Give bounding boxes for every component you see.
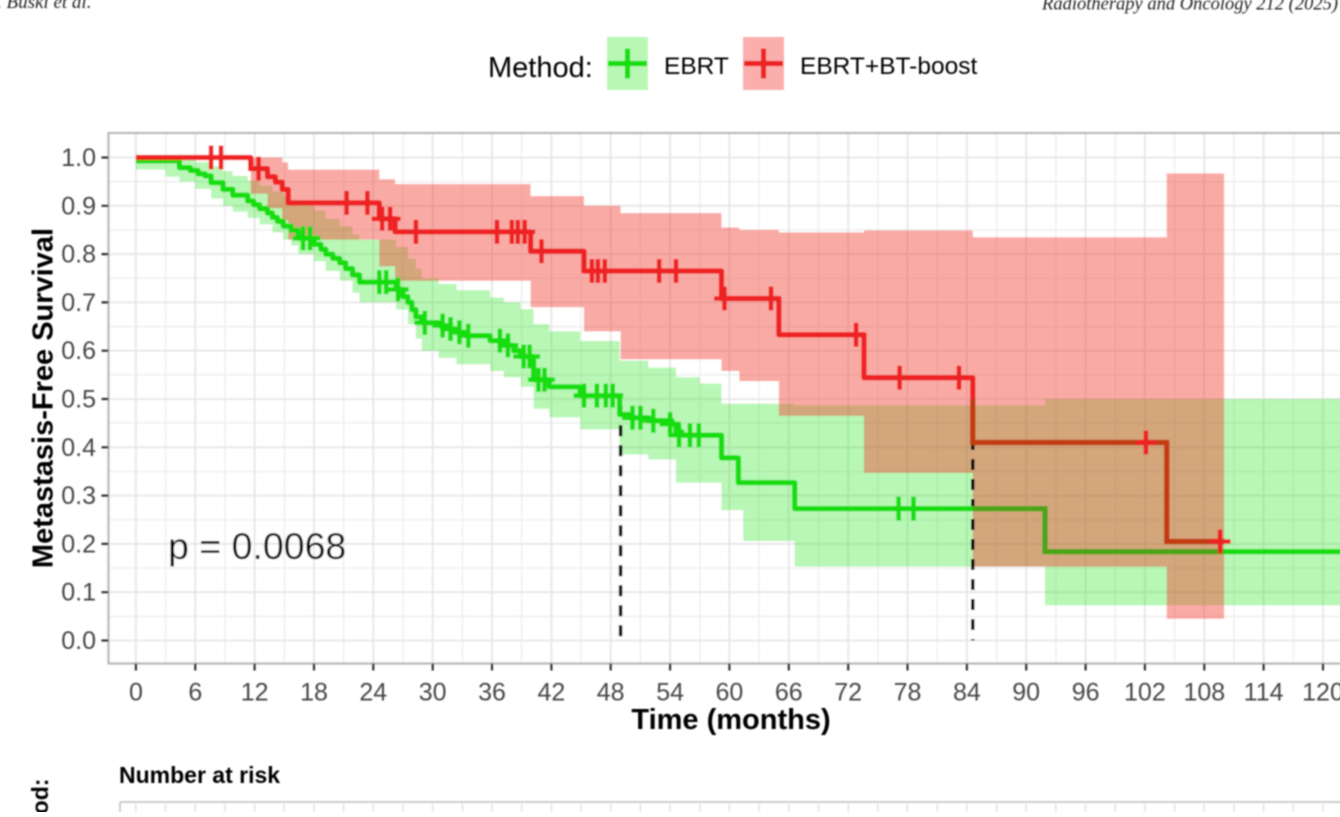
- svg-text:0.9: 0.9: [61, 192, 96, 220]
- svg-text:Time (months): Time (months): [631, 704, 830, 736]
- svg-text:EBRT+BT-boost: EBRT+BT-boost: [800, 53, 977, 80]
- svg-text:12: 12: [241, 679, 269, 707]
- svg-text:p = 0.0068: p = 0.0068: [168, 525, 346, 567]
- svg-text:108: 108: [1183, 679, 1225, 707]
- svg-text:0.3: 0.3: [61, 482, 96, 510]
- svg-text:66: 66: [775, 679, 803, 707]
- svg-text:0.2: 0.2: [61, 530, 96, 558]
- svg-text:96: 96: [1072, 679, 1100, 707]
- svg-text:0.8: 0.8: [61, 241, 96, 269]
- svg-text:Radiotherapy and Oncology 212: Radiotherapy and Oncology 212 (2025): [1041, 0, 1338, 15]
- svg-text:0.5: 0.5: [61, 386, 96, 414]
- svg-text:54: 54: [656, 679, 684, 707]
- svg-text:36: 36: [478, 679, 506, 707]
- svg-text:Method:: Method:: [488, 52, 593, 84]
- svg-text:. Buski et al.: . Buski et al.: [0, 0, 91, 13]
- svg-text:0.4: 0.4: [61, 434, 96, 462]
- svg-text:114: 114: [1244, 679, 1284, 707]
- svg-text:18: 18: [300, 679, 328, 707]
- svg-text:84: 84: [953, 679, 981, 707]
- svg-text:0.6: 0.6: [61, 337, 96, 365]
- svg-text:0.7: 0.7: [61, 289, 96, 317]
- svg-text:78: 78: [894, 679, 922, 707]
- svg-text:Method:: Method:: [27, 779, 53, 812]
- svg-text:30: 30: [419, 679, 447, 707]
- svg-text:90: 90: [1012, 679, 1040, 707]
- svg-text:24: 24: [359, 679, 387, 707]
- svg-text:72: 72: [834, 679, 862, 707]
- svg-text:42: 42: [537, 679, 565, 707]
- svg-text:0.1: 0.1: [61, 579, 96, 607]
- svg-text:0: 0: [129, 679, 143, 707]
- svg-text:1.0: 1.0: [61, 144, 96, 172]
- svg-text:120: 120: [1302, 679, 1340, 707]
- svg-text:Number at risk: Number at risk: [119, 762, 280, 788]
- svg-text:6: 6: [188, 679, 202, 707]
- svg-text:EBRT: EBRT: [664, 53, 729, 80]
- svg-text:60: 60: [715, 679, 743, 707]
- svg-text:102: 102: [1124, 679, 1166, 707]
- svg-text:48: 48: [597, 679, 625, 707]
- svg-text:Metastasis-Free Survival: Metastasis-Free Survival: [28, 228, 60, 568]
- svg-text:0.0: 0.0: [61, 627, 96, 655]
